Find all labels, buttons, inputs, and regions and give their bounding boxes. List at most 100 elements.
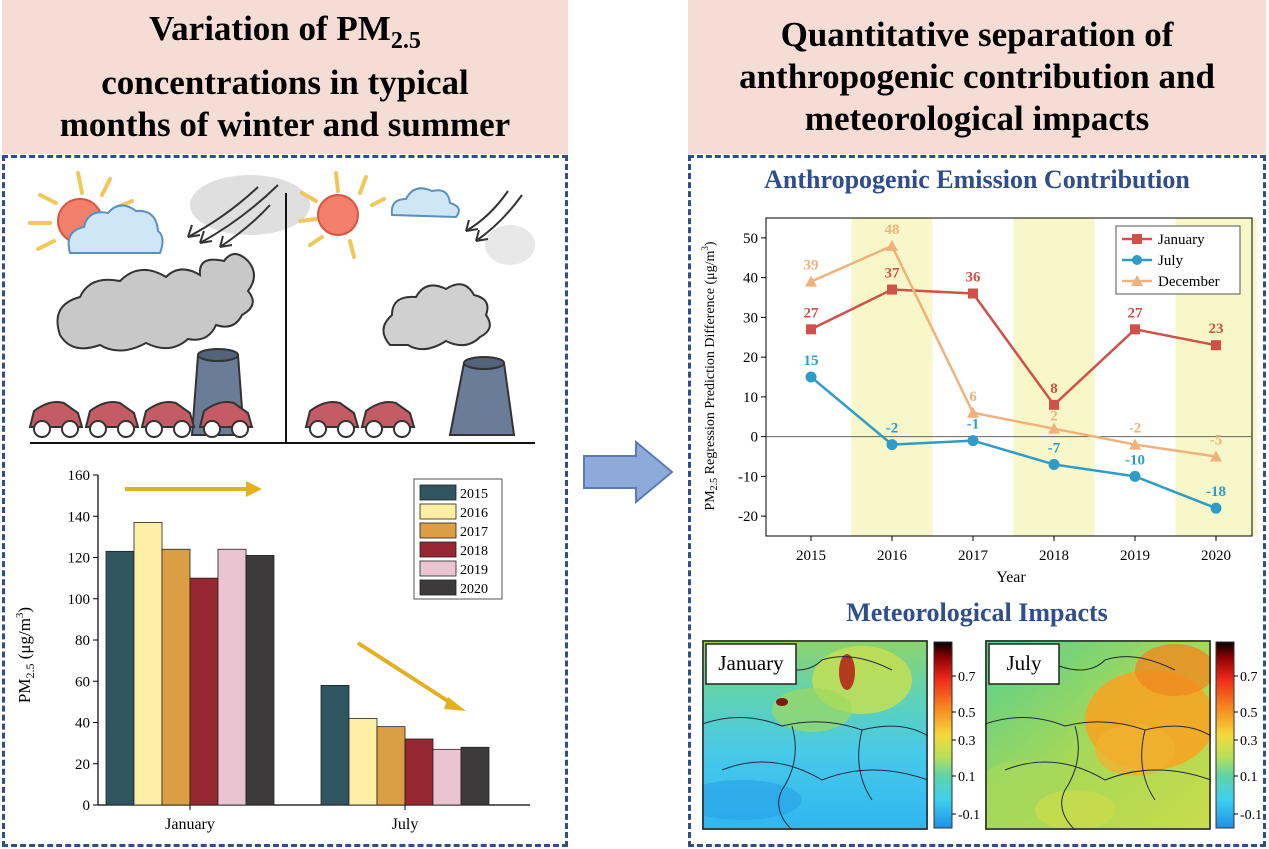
left-panel <box>2 155 568 847</box>
bar <box>432 748 462 806</box>
data-label: -2 <box>1129 421 1142 437</box>
bar-y-tick-label: 120 <box>68 551 91 567</box>
point <box>1129 438 1141 450</box>
bar <box>105 550 135 806</box>
bar-chart: 0 20 40 60 80 100 120 140 160 January July 2015 201… <box>14 468 530 833</box>
data-label: -18 <box>1206 484 1226 500</box>
bar-legend-label: 2018 <box>460 544 488 559</box>
point <box>887 284 897 295</box>
bar-legend-label: 2015 <box>460 487 488 502</box>
line-y-tick-label: 20 <box>743 350 758 366</box>
bar <box>133 522 163 806</box>
left-title-line3: months of winter and summer <box>59 105 511 144</box>
data-label: -2 <box>886 421 899 437</box>
point <box>806 324 816 335</box>
line-y-tick-label: -10 <box>738 469 758 485</box>
point <box>1048 422 1060 434</box>
point <box>1048 458 1060 470</box>
line-y-tick-label: 40 <box>743 271 758 287</box>
point <box>1049 399 1059 410</box>
data-label: 48 <box>885 222 900 238</box>
series-line <box>810 376 1217 510</box>
data-label: 27 <box>804 305 820 321</box>
line-y-tick-label: 50 <box>743 231 758 247</box>
point <box>1130 324 1140 335</box>
right-title-line1: Quantitative separation of <box>780 15 1174 54</box>
cloud-icon <box>67 204 164 254</box>
colorbar-tick-label: 0.5 <box>1240 706 1258 721</box>
bar-legend-label: 2020 <box>460 582 488 597</box>
map-january-label: January <box>718 651 784 675</box>
bar-y-tick-label: 40 <box>75 716 90 732</box>
data-label: 2 <box>1050 409 1058 425</box>
line-x-tick-label: 2019 <box>1120 548 1150 564</box>
line-x-tick-label: 2015 <box>796 548 826 564</box>
meteo-title: Meteorological Impacts <box>846 598 1108 627</box>
bar <box>320 684 350 806</box>
highlight-band <box>851 218 933 536</box>
bar-legend-swatch <box>419 579 457 596</box>
line-legend-label: July <box>1158 253 1184 269</box>
colorbar-tick-label: 0.5 <box>958 706 976 721</box>
series-line <box>810 288 1217 407</box>
line-y-tick-label: 10 <box>743 390 758 406</box>
decrease-trend-arrow-icon <box>356 641 466 711</box>
bar-chart-ylabel: PM2.5 (μg/m3) <box>14 607 37 703</box>
data-label: 6 <box>969 389 977 405</box>
bar <box>376 726 406 806</box>
right-panel <box>688 155 1266 847</box>
july-map: July <box>985 640 1211 830</box>
bar-y-tick-label: 160 <box>68 468 91 484</box>
bar <box>348 717 378 806</box>
point <box>1210 502 1222 514</box>
bar-y-tick-label: 0 <box>83 798 91 814</box>
data-label: 15 <box>804 353 819 369</box>
point <box>886 239 898 251</box>
point <box>967 435 979 447</box>
point <box>1129 470 1141 482</box>
point <box>1210 450 1222 462</box>
bar <box>189 577 219 806</box>
line-y-tick-label: 0 <box>751 430 759 446</box>
data-label: 36 <box>966 270 982 286</box>
data-label: 27 <box>1128 305 1144 321</box>
right-title-line2: anthropogenic contribution and <box>739 57 1215 96</box>
increase-trend-arrow-icon <box>125 481 262 497</box>
bar-x-tick-label: January <box>165 816 215 833</box>
line-chart: -20 -10 0 10 20 30 40 50 2015 2016 2017 2018 2019 202… <box>700 217 1257 586</box>
january-map: January <box>702 640 928 830</box>
line-x-tick-label: 2017 <box>958 548 989 564</box>
line-x-tick-label: 2020 <box>1201 548 1231 564</box>
point <box>805 275 817 287</box>
data-label: 39 <box>804 258 819 274</box>
data-label: -7 <box>1048 440 1061 456</box>
point <box>886 439 898 451</box>
data-label: 8 <box>1050 381 1058 397</box>
line-x-tick-label: 2016 <box>877 548 908 564</box>
line-chart-ylabel: PM2.5 Regression Prediction Difference (… <box>700 241 720 511</box>
bar <box>161 548 191 806</box>
colorbar-tick-label: 0.3 <box>1240 734 1258 749</box>
line-legend-label: January <box>1158 232 1205 248</box>
line-y-tick-label: 30 <box>743 310 758 326</box>
cars-icon <box>304 401 416 438</box>
smoke-cloud-icon <box>56 253 255 352</box>
line-legend-marker <box>1132 255 1142 265</box>
smoke-cloud-icon <box>382 283 491 351</box>
line-chart-xlabel: Year <box>996 569 1026 586</box>
pollution-illustration <box>28 171 535 444</box>
bar <box>245 555 275 806</box>
colorbar-tick-label: -0.1 <box>1240 808 1262 823</box>
colorbar-tick-label: 0.1 <box>958 770 976 785</box>
bar-y-tick-label: 20 <box>75 757 90 773</box>
flow-arrow-icon <box>583 440 674 504</box>
line-legend-marker <box>1131 275 1143 286</box>
cloud-icon <box>390 187 460 219</box>
point <box>967 406 979 418</box>
bar-legend-label: 2019 <box>460 563 488 578</box>
bar-y-tick-label: 80 <box>75 633 90 649</box>
line-legend-label: December <box>1158 274 1220 290</box>
colorbar-tick-label: 0.7 <box>1240 670 1258 685</box>
colorbar-tick-label: 0.3 <box>958 734 976 749</box>
wind-arrows-icon <box>187 184 279 248</box>
